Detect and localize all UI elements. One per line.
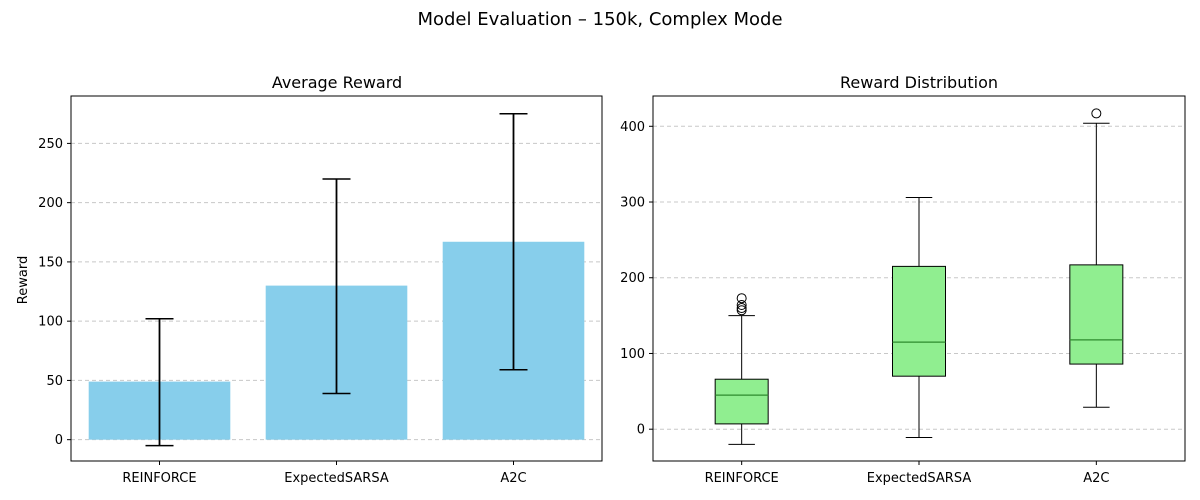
average-reward-ticks: 0 50 100 150 200 250 REINFORCE ExpectedSARSA A2C	[38, 137, 526, 486]
average-reward-y-tick-label: 100	[38, 315, 63, 330]
average-reward-x-tick-label: A2C	[500, 471, 526, 486]
reward-distribution-panel: Reward Distribution 0 100 200 300 400 REINFOR…	[620, 73, 1186, 486]
reward-distribution-x-tick-label: A2C	[1083, 471, 1109, 486]
average-reward-y-tick-label: 150	[38, 255, 63, 270]
reward-distribution-y-tick-label: 200	[620, 271, 645, 286]
average-reward-x-tick-label: REINFORCE	[122, 471, 196, 486]
reward-distribution-outlier-reinforce	[736, 293, 747, 304]
reward-distribution-outlier-reinforce	[736, 305, 747, 316]
average-reward-y-tick-label: 0	[55, 433, 63, 448]
reward-distribution-y-tick-label: 400	[620, 120, 645, 135]
reward-distribution-y-tick-label: 100	[620, 347, 645, 362]
reward-distribution-plot-frame	[652, 95, 1186, 462]
reward-distribution-y-tick-label: 0	[637, 423, 645, 438]
reward-distribution-x-tick-label: REINFORCE	[705, 471, 779, 486]
reward-distribution-boxes	[714, 108, 1124, 445]
reward-distribution-title: Reward Distribution	[840, 73, 998, 92]
reward-distribution-box-reinforce	[714, 378, 769, 425]
average-reward-y-tick-label: 200	[38, 196, 63, 211]
figure-suptitle: Model Evaluation – 150k, Complex Mode	[417, 9, 782, 30]
average-reward-y-tick-label: 250	[38, 137, 63, 152]
average-reward-y-tick-label: 50	[46, 374, 63, 389]
average-reward-x-tick-label: ExpectedSARSA	[284, 471, 389, 486]
average-reward-title: Average Reward	[272, 73, 402, 92]
reward-distribution-outlier-reinforce	[736, 300, 747, 311]
average-reward-bars	[88, 113, 585, 447]
reward-distribution-outlier-reinforce	[736, 303, 747, 314]
reward-distribution-x-tick-label: ExpectedSARSA	[867, 471, 972, 486]
reward-distribution-box-a2c	[1069, 264, 1124, 365]
average-reward-panel: Average Reward Reward 0 50 100 150 200 250 REI…	[16, 73, 603, 486]
average-reward-plot-frame	[70, 95, 603, 462]
reward-distribution-outlier-a2c	[1091, 108, 1102, 119]
reward-distribution-box-expectedsarsa	[892, 265, 946, 377]
reward-distribution-ticks: 0 100 200 300 400 REINFORCE ExpectedSARSA A2C	[620, 120, 1109, 486]
average-reward-ylabel: Reward	[16, 256, 31, 304]
reward-distribution-y-tick-label: 300	[620, 196, 645, 211]
